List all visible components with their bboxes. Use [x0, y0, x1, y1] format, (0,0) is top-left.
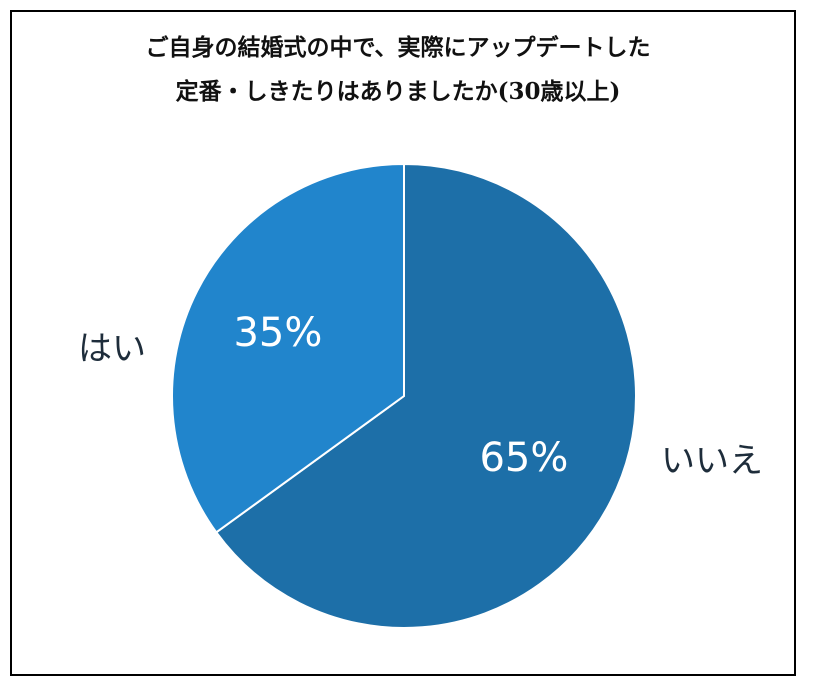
- pie-slice-yes: [171, 162, 405, 534]
- category-label: はい: [78, 329, 146, 369]
- chart-title-line-2: 定番・しきたりはありましたか(30歳以上): [175, 78, 621, 105]
- pie-slice-no: [214, 162, 637, 629]
- category-label: いいえ: [661, 441, 763, 481]
- slice-percent-label: 65%: [479, 435, 568, 481]
- slice-percent-label: 35%: [233, 310, 322, 356]
- chart-title-line-1: ご自身の結婚式の中で、実際にアップデートした: [145, 34, 651, 61]
- chart-title: ご自身の結婚式の中で、実際にアップデートした 定番・しきたりはありましたか(30…: [0, 26, 796, 114]
